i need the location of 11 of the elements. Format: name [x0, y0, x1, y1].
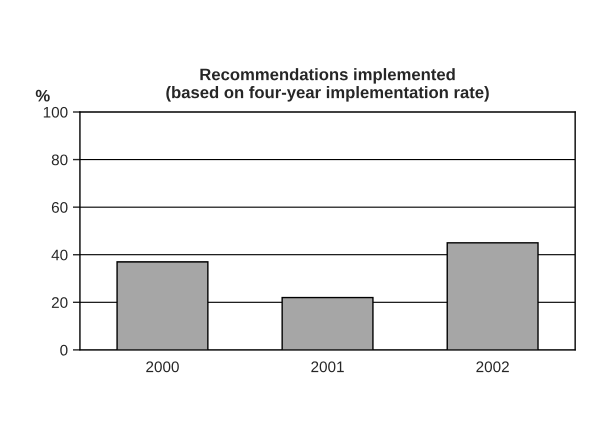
x-tick-label: 2002: [476, 361, 509, 372]
x-tick-label: 2000: [146, 361, 179, 372]
x-tick-label: 2001: [311, 361, 344, 372]
y-tick-label: 40: [51, 250, 68, 260]
y-tick-label: 60: [52, 202, 68, 213]
chart-title: Recommendations implemented (based on four-year implementation rate): [166, 68, 489, 102]
y-axis-title: %: [36, 90, 50, 102]
y-tick-label: 20: [52, 297, 68, 308]
y-tick-label: 0: [60, 344, 68, 356]
y-tick-label: 100: [44, 106, 68, 118]
y-tick-label: 80: [52, 154, 68, 166]
